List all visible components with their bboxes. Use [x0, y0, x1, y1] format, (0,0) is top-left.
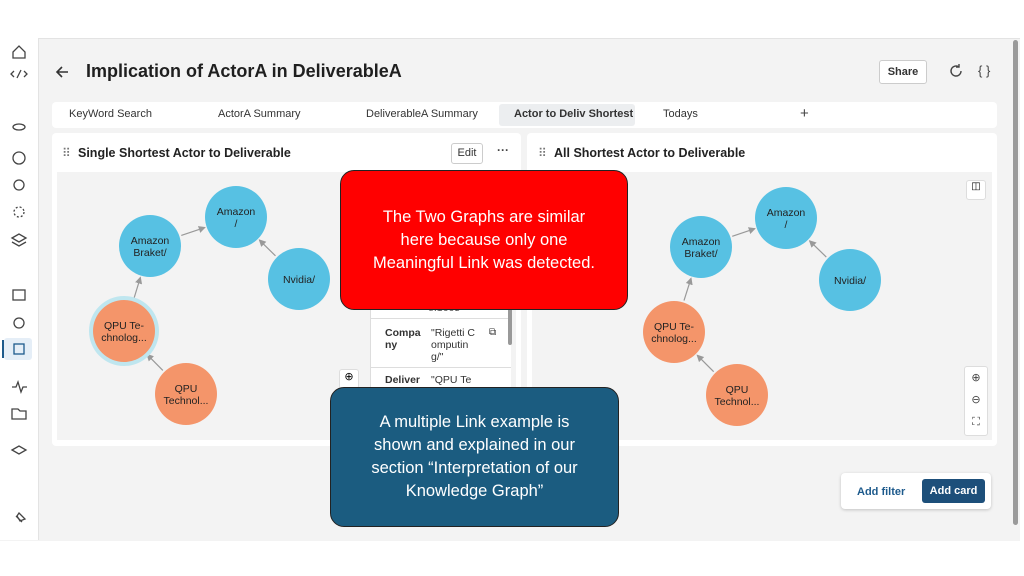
card-title: All Shortest Actor to Deliverable	[554, 146, 746, 160]
node-label: QPU Te-	[104, 320, 145, 332]
sidebar	[0, 38, 39, 540]
card-title: Single Shortest Actor to Deliverable	[78, 146, 291, 160]
tab[interactable]: KeyWord Search	[69, 108, 152, 120]
graph-edge	[696, 354, 715, 373]
refresh-icon[interactable]	[948, 63, 964, 79]
node-label: Amazon	[682, 236, 721, 248]
drag-handle[interactable]: ⠿	[62, 146, 71, 160]
node-label: /	[785, 219, 788, 231]
graph-node	[155, 363, 217, 425]
graph-node	[643, 301, 705, 363]
popup-value: "QPU Te	[431, 374, 472, 386]
graph-node	[670, 216, 732, 278]
popup-key: Deliver	[385, 374, 421, 386]
pin-icon[interactable]	[15, 511, 27, 523]
home-icon[interactable]	[12, 45, 26, 59]
graph-node	[93, 300, 155, 362]
share-button[interactable]: Share	[879, 60, 927, 84]
zoom-controls[interactable]: ⊕ ⊖ ⛶	[964, 366, 988, 436]
graph-node	[755, 187, 817, 249]
callout-line: shown and explained in our	[374, 436, 575, 454]
node-label: QPU Te-	[654, 321, 695, 333]
dashboard-icon[interactable]	[13, 343, 25, 355]
graph-edge	[181, 226, 206, 237]
node-label: Braket/	[684, 248, 717, 260]
terminal-icon[interactable]	[12, 289, 26, 301]
node-label: QPU	[726, 384, 749, 396]
callout-line: here because only one	[400, 230, 568, 249]
node-label: chnolog...	[651, 333, 697, 345]
node-label: Amazon	[131, 235, 170, 247]
sidebar-icons	[2, 45, 32, 523]
popup-scrollbar	[508, 300, 512, 345]
graph-edge	[146, 353, 164, 371]
detail-popup: e:1665 Company "Rigetti Computing/" ⧉ De…	[370, 298, 511, 390]
panel-toggle[interactable]: ◫	[966, 180, 986, 200]
callout-line: section “Interpretation of our	[371, 459, 578, 477]
popup-key: Company	[385, 327, 421, 351]
callout-line: A multiple Link example is	[379, 413, 570, 431]
model-icon[interactable]	[13, 206, 25, 218]
node-label: /	[235, 218, 238, 230]
code-icon[interactable]	[10, 69, 28, 79]
edit-button[interactable]: Edit	[451, 143, 483, 164]
graph-node	[119, 215, 181, 277]
node-label: Amazon	[217, 206, 256, 218]
node-label: Technol...	[164, 395, 209, 407]
page-title: Implication of ActorA in DeliverableA	[86, 61, 402, 81]
blue-callout: A multiple Link example is shown and exp…	[330, 387, 619, 527]
add-tab[interactable]: +	[800, 105, 809, 122]
graph-node	[819, 249, 881, 311]
node-label: Technol...	[715, 396, 760, 408]
node-label: Amazon	[767, 207, 806, 219]
active-highlight	[4, 338, 32, 360]
graph-edge	[133, 276, 143, 300]
graph-node	[205, 186, 267, 248]
callout-line: Meaningful Link was detected.	[373, 253, 595, 272]
node-label: QPU	[175, 383, 198, 395]
red-callout: The Two Graphs are similar here because …	[340, 170, 628, 310]
active-tab-bg	[499, 104, 635, 126]
back-arrow[interactable]	[54, 64, 70, 80]
learn-icon[interactable]	[10, 445, 28, 455]
graph-edge	[683, 277, 693, 301]
card-menu[interactable]: ···	[497, 143, 509, 157]
add-filter-button[interactable]: Add filter	[857, 486, 906, 498]
graph-edge	[808, 240, 827, 258]
callout-line: The Two Graphs are similar	[382, 207, 586, 226]
graph-icon[interactable]	[13, 317, 25, 329]
graph-edge	[732, 227, 756, 237]
copy-icon[interactable]: ⧉	[489, 327, 497, 338]
node-label: Nvidia/	[834, 275, 866, 287]
network-icon[interactable]	[13, 179, 25, 191]
active-bar	[2, 340, 4, 358]
cloud-icon[interactable]	[12, 151, 26, 165]
node-label: Braket/	[133, 247, 166, 259]
layers-icon[interactable]	[10, 233, 28, 247]
zoom-in[interactable]: ⊕	[339, 369, 359, 389]
code-view-button[interactable]: { }	[978, 63, 991, 78]
graph-edge	[258, 239, 276, 257]
add-card-button[interactable]: Add card	[922, 479, 985, 503]
popup-value: "Rigetti Computing/"	[431, 327, 475, 363]
tab[interactable]: ActorA Summary	[218, 108, 301, 120]
scrollbar	[1013, 40, 1018, 525]
graph-node	[706, 364, 768, 426]
database-icon[interactable]	[12, 123, 26, 131]
node-label: Nvidia/	[283, 274, 315, 286]
callout-line: Knowledge Graph”	[405, 482, 544, 500]
tab-active[interactable]: Actor to Deliv Shortest	[514, 108, 634, 120]
drag-handle[interactable]: ⠿	[538, 146, 547, 160]
graph-node	[268, 248, 330, 310]
tab[interactable]: DeliverableA Summary	[366, 108, 478, 120]
node-label: chnolog...	[101, 332, 147, 344]
activity-icon[interactable]	[12, 380, 27, 394]
tab[interactable]: Todays	[663, 108, 698, 120]
folder-icon[interactable]	[11, 408, 27, 420]
